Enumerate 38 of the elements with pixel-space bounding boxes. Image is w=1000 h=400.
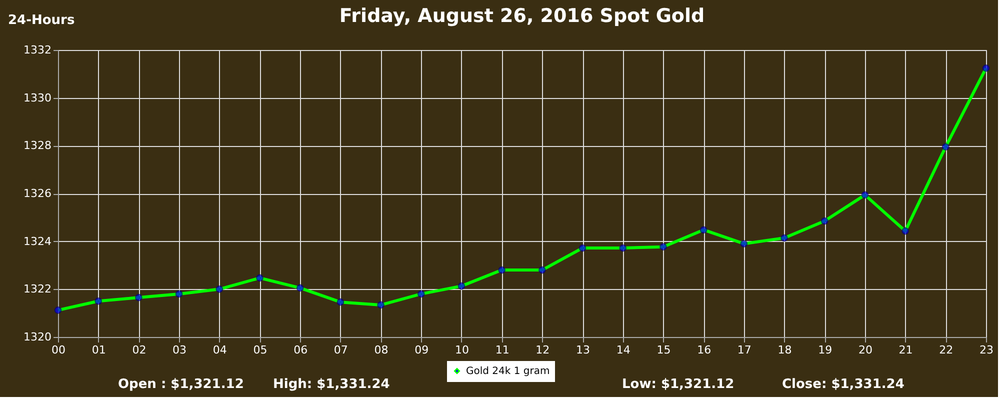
x-tick-label: 22 — [939, 344, 954, 356]
x-tick-label: 17 — [737, 344, 752, 356]
x-tick-label: 04 — [212, 344, 227, 356]
x-tick-label: 18 — [778, 344, 792, 356]
y-tick-label: 1322 — [24, 282, 52, 296]
x-tick-label: 23 — [980, 344, 994, 356]
x-tick-label: 15 — [656, 344, 671, 356]
text: Low: $1,321.12 — [622, 377, 734, 392]
x-tick-label: 06 — [294, 344, 308, 356]
x-tick-label: 21 — [898, 344, 913, 356]
x-tick-label: 00 — [52, 344, 66, 356]
legend-label: Gold 24k 1 gram — [466, 366, 550, 377]
x-tick-label: 10 — [454, 344, 469, 356]
y-tick-label: 1326 — [24, 187, 52, 200]
text: High: $1,331.24 — [273, 377, 390, 392]
chart-title: Friday, August 26, 2016 Spot Gold — [339, 5, 705, 27]
text: 24-Hours — [8, 13, 75, 28]
y-tick-label: 1332 — [24, 44, 52, 56]
y-tick-label: 1324 — [24, 234, 52, 248]
x-tick-label: 16 — [697, 344, 712, 356]
x-tick-label: 14 — [616, 344, 630, 356]
x-tick-label: 09 — [414, 344, 429, 356]
text: Open : $1,321.12 — [118, 377, 244, 392]
y-tick-label: 1320 — [24, 330, 52, 344]
y-tick-label: 1328 — [24, 139, 52, 152]
x-tick-label: 03 — [172, 344, 187, 356]
x-tick-label: 05 — [253, 344, 268, 356]
x-tick-label: 02 — [132, 344, 146, 356]
x-tick-label: 12 — [536, 344, 550, 356]
x-tick-label: 20 — [858, 344, 872, 356]
y-tick-label: 1330 — [24, 91, 52, 104]
x-tick-label: 13 — [576, 344, 590, 356]
x-tick-label: 08 — [374, 344, 388, 356]
x-tick-label: 01 — [92, 344, 106, 356]
x-tick-label: 19 — [818, 344, 832, 356]
text: Close: $1,331.24 — [782, 377, 904, 392]
x-tick-label: 11 — [495, 344, 510, 356]
x-tick-label: 07 — [334, 344, 348, 356]
